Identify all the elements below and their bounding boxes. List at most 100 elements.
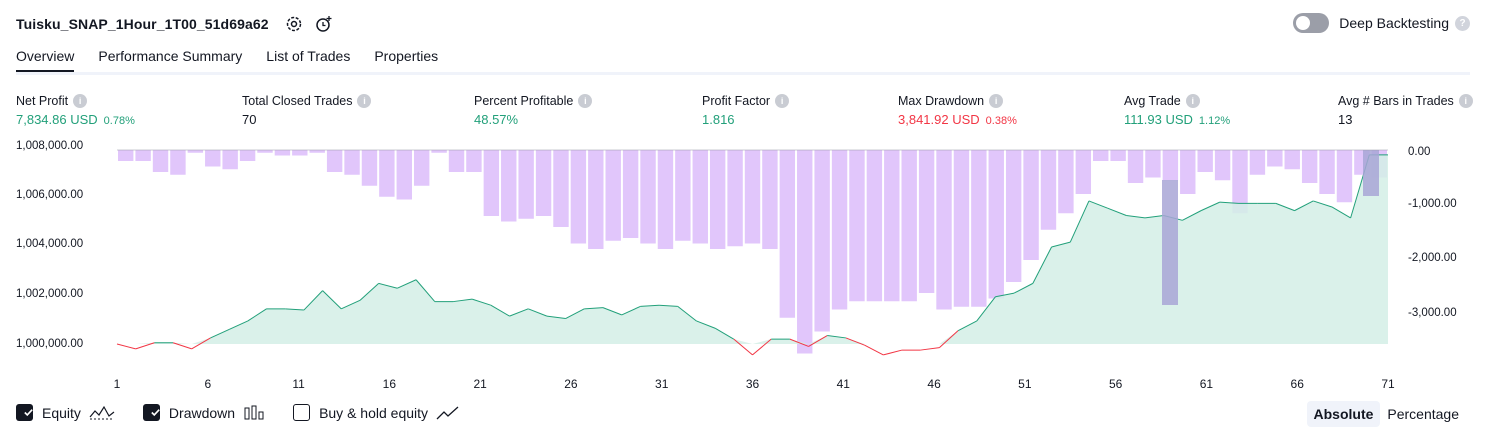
absolute-button[interactable]: Absolute: [1306, 401, 1381, 427]
drawdown-bar: [448, 150, 465, 172]
drawdown-bar: [988, 150, 1004, 299]
equity-wave-icon: [89, 405, 115, 419]
add-alert-icon[interactable]: [313, 13, 335, 35]
info-icon[interactable]: i: [357, 94, 372, 108]
drawdown-bar: [622, 150, 639, 238]
drawdown-bar: [535, 150, 552, 216]
tab-list-of-trades[interactable]: List of Trades: [266, 48, 351, 64]
equity-line-segment: [584, 307, 604, 310]
x-tick-label: 51: [1018, 377, 1032, 391]
drawdown-bar: [866, 150, 883, 302]
y-right-tick-label: 0.00: [1408, 146, 1430, 158]
drawdown-bar: [483, 150, 500, 216]
metric-value: 1.816: [702, 112, 735, 127]
equity-line-segment: [845, 337, 865, 346]
equity-line-segment: [1200, 201, 1220, 212]
info-icon[interactable]: i: [73, 94, 88, 108]
equity-line-segment: [471, 298, 491, 306]
metric-label: Net Profit: [16, 94, 69, 108]
equity-line-segment: [191, 337, 211, 350]
equity-line-segment: [677, 306, 697, 322]
info-icon[interactable]: i: [1458, 94, 1473, 108]
x-tick-label: 61: [1200, 377, 1214, 391]
buy-hold-line-icon: [436, 406, 459, 419]
legend-buy-hold-equity[interactable]: Buy & hold equity: [293, 404, 460, 421]
metric-max-drawdown: Max Drawdown i 3,841.92 USD 0.38%: [898, 94, 1017, 127]
drawdown-bar: [413, 150, 430, 186]
percentage-button[interactable]: Percentage: [1387, 406, 1459, 422]
metric-net-profit: Net Profit i 7,834.86 USD 0.78%: [16, 94, 135, 127]
deep-backtesting-toggle[interactable]: [1293, 13, 1330, 33]
info-icon[interactable]: i: [989, 94, 1004, 108]
drawdown-bar: [918, 150, 935, 293]
tab-bar: Overview Performance Summary List of Tra…: [16, 48, 462, 73]
metric-percent: 0.78%: [103, 115, 135, 127]
drawdown-checkbox[interactable]: [142, 404, 160, 421]
drawdown-bar: [239, 150, 256, 161]
equity-line-segment: [696, 320, 716, 329]
tab-overview[interactable]: Overview: [16, 48, 75, 73]
drawdown-bar: [884, 150, 900, 302]
settings-gear-icon[interactable]: [283, 13, 305, 35]
equity-line-segment: [1182, 210, 1202, 221]
drawdown-bar: [1075, 150, 1092, 194]
drawdown-bar: [762, 150, 778, 249]
drawdown-bar: [553, 150, 569, 227]
drawdown-bar: [118, 150, 134, 161]
info-icon[interactable]: i: [775, 94, 790, 108]
drawdown-bar: [692, 150, 708, 244]
legend-label: Drawdown: [168, 404, 236, 421]
equity-line-segment: [1275, 202, 1295, 212]
x-tick-label: 31: [655, 377, 669, 391]
metric-profit-factor: Profit Factor i 1.816: [702, 94, 790, 127]
equity-checkbox[interactable]: [16, 404, 33, 421]
equity-line-segment: [883, 349, 903, 356]
y-left-tick-label: 1,008,000.00: [16, 140, 83, 152]
x-tick-label: 21: [473, 377, 487, 391]
drawdown-bar: [379, 150, 395, 197]
equity-line-segment: [116, 343, 136, 350]
drawdown-bar: [431, 150, 447, 153]
equity-line-segment: [210, 328, 230, 339]
tab-divider: [16, 72, 1470, 75]
equity-line-segment: [1107, 207, 1127, 216]
drawdown-bar: [1040, 150, 1057, 230]
drawdown-bar: [501, 150, 517, 222]
drawdown-bar: [953, 150, 970, 307]
drawdown-bar: [518, 150, 534, 219]
info-icon[interactable]: i: [578, 94, 593, 108]
help-icon[interactable]: ?: [1455, 15, 1470, 31]
drawdown-bar: [744, 150, 761, 244]
legend-drawdown[interactable]: Drawdown: [142, 404, 265, 421]
drawdown-bar: [1301, 150, 1318, 183]
x-tick-label: 16: [383, 377, 397, 391]
drawdown-bar: [971, 150, 987, 307]
drawdown-bar: [605, 150, 621, 241]
equity-line-segment: [1331, 206, 1351, 219]
drawdown-bar: [1180, 150, 1196, 194]
tab-performance-summary[interactable]: Performance Summary: [98, 48, 243, 64]
equity-line-segment: [995, 292, 1015, 298]
drawdown-bars-icon: [244, 405, 264, 419]
drawdown-bar: [152, 150, 169, 172]
equity-area: [117, 154, 1388, 344]
equity-line-segment: [659, 304, 678, 307]
drawdown-bar: [361, 150, 378, 186]
info-icon[interactable]: i: [1185, 94, 1200, 108]
equity-line-segment: [341, 299, 361, 310]
drawdown-bar: [466, 150, 482, 172]
equity-line-segment: [1013, 282, 1034, 294]
metric-label: Avg Trade: [1124, 94, 1181, 108]
drawdown-bar: [1162, 150, 1179, 181]
metric-value: 111.93 USD: [1124, 112, 1193, 127]
equity-line-segment: [1313, 200, 1333, 208]
equity-line-segment: [565, 308, 585, 319]
equity-drawdown-chart[interactable]: 1,008,000.00 1,006,000.00 1,004,000.00 1,00…: [0, 0, 1486, 400]
x-tick-label: 66: [1291, 377, 1305, 391]
drawdown-bar: [205, 150, 221, 167]
buy-hold-checkbox[interactable]: [293, 404, 311, 421]
y-left-tick-label: 1,004,000.00: [16, 238, 83, 250]
tab-properties[interactable]: Properties: [374, 48, 439, 64]
equity-line-segment: [733, 338, 753, 356]
legend-equity[interactable]: Equity: [16, 404, 115, 421]
